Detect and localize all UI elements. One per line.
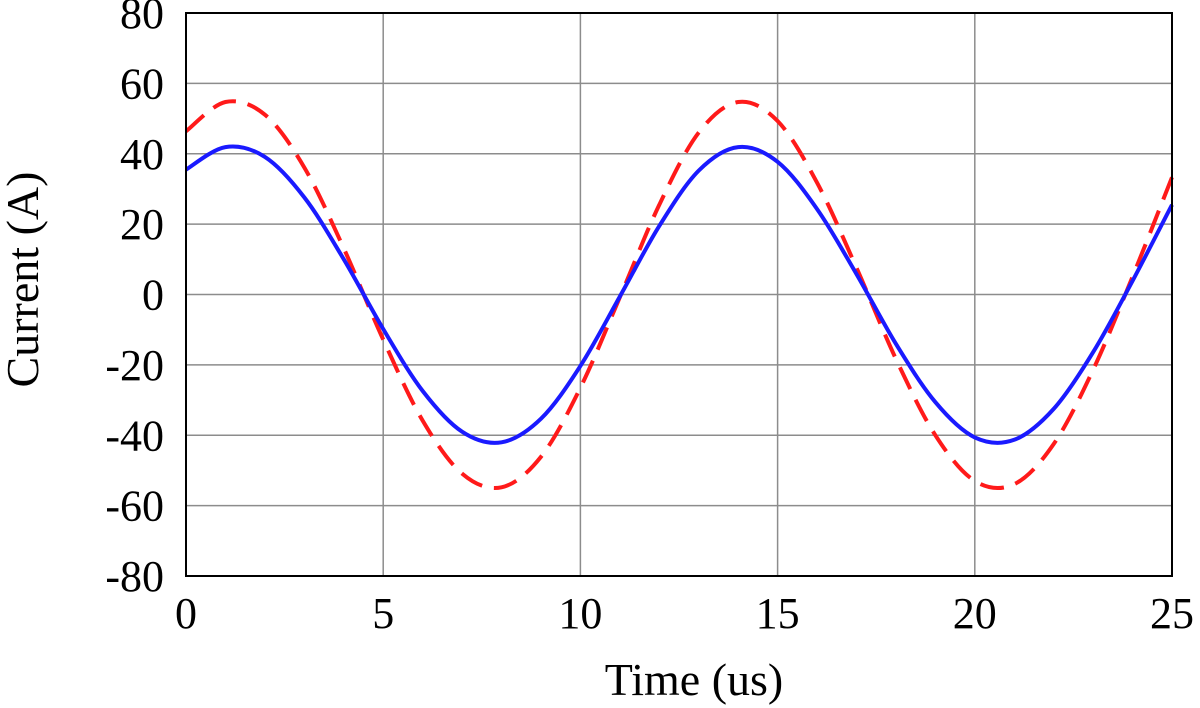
x-tick-label: 10 (558, 589, 602, 638)
y-tick-label: 60 (120, 59, 164, 108)
y-tick-label: -40 (105, 411, 164, 460)
x-axis-label: Time (us) (605, 654, 784, 705)
y-tick-label: 80 (120, 0, 164, 38)
y-tick-label: -80 (105, 552, 164, 601)
y-axis-label: Current (A) (0, 172, 48, 388)
solid-series-line (184, 144, 1174, 445)
x-tick-label: 5 (372, 589, 394, 638)
x-tick-label: 0 (175, 589, 197, 638)
y-tick-label: -60 (105, 482, 164, 531)
x-tick-label: 25 (1150, 589, 1194, 638)
grid-lines (186, 13, 1172, 576)
y-tick-label: 20 (120, 200, 164, 249)
y-tick-label: -20 (105, 341, 164, 390)
y-tick-label: 0 (142, 271, 164, 320)
plot-frame (185, 12, 1173, 577)
x-tick-label: 20 (953, 589, 997, 638)
x-tick-label: 15 (756, 589, 800, 638)
y-tick-label: 40 (120, 130, 164, 179)
series-layer (184, 99, 1174, 491)
